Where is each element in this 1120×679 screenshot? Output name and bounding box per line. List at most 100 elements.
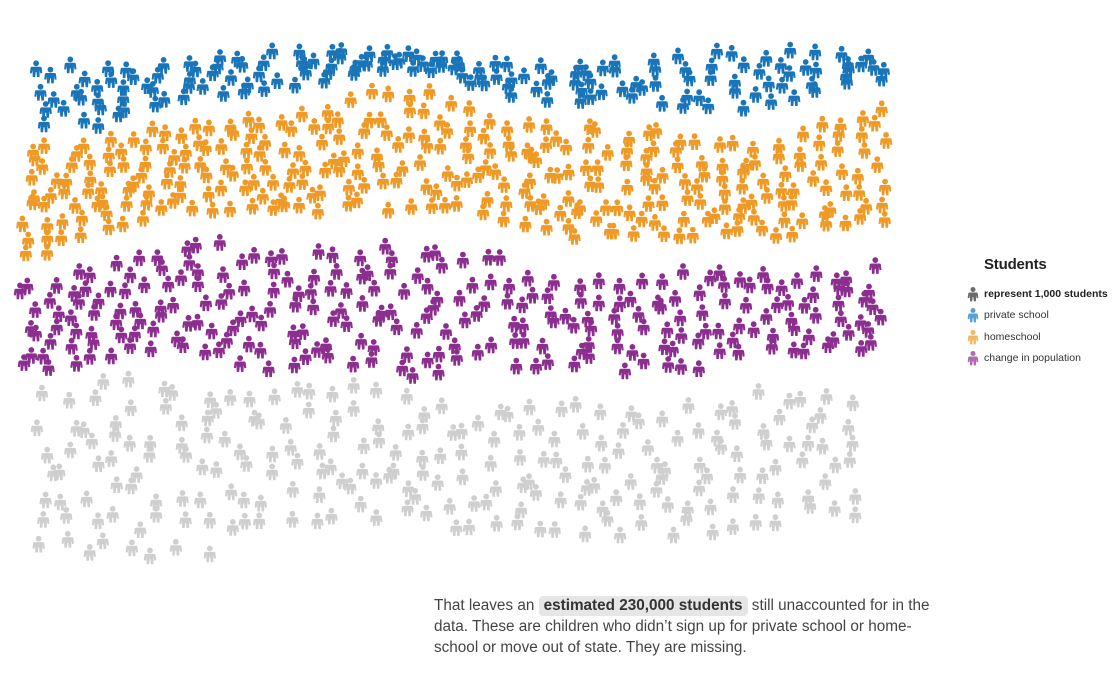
person-icon <box>736 177 749 195</box>
person-icon <box>567 316 580 334</box>
person-icon <box>610 489 623 506</box>
person-icon <box>808 43 822 61</box>
person-icon <box>816 437 829 455</box>
person-icon <box>288 76 302 94</box>
person-icon <box>562 163 575 181</box>
person-icon <box>675 327 688 344</box>
person-icon <box>224 69 238 86</box>
person-icon <box>389 444 402 461</box>
person-icon <box>779 165 792 182</box>
person-icon <box>417 102 430 120</box>
person-icon <box>562 190 575 207</box>
person-icon <box>65 337 78 355</box>
person-icon <box>794 390 807 408</box>
person-icon <box>283 176 296 193</box>
person-icon <box>329 409 342 427</box>
person-icon <box>55 229 68 246</box>
person-icon <box>846 394 859 412</box>
person-icon <box>661 321 674 339</box>
person-icon <box>266 42 279 60</box>
people-icons <box>13 41 893 565</box>
person-icon <box>149 505 163 523</box>
person-icon <box>673 227 686 245</box>
person-icon <box>245 305 259 323</box>
person-icon <box>484 454 497 472</box>
person-icon <box>296 323 309 340</box>
person-icon <box>402 126 416 143</box>
person-icon <box>410 321 423 339</box>
person-icon <box>835 163 849 180</box>
person-icon <box>541 91 554 108</box>
person-icon <box>368 279 381 297</box>
person-icon <box>490 514 503 532</box>
person-icon <box>226 519 239 536</box>
person-icon <box>483 112 496 130</box>
person-icon <box>662 356 675 373</box>
person-icon <box>692 360 705 377</box>
person-icon <box>693 89 706 106</box>
person-icon <box>356 462 369 480</box>
person-icon <box>144 340 157 358</box>
person-icon <box>554 491 567 509</box>
person-icon <box>760 187 774 204</box>
person-icon <box>762 75 775 93</box>
person-icon <box>418 128 431 146</box>
person-icon <box>252 116 266 134</box>
person-icon <box>136 209 150 227</box>
person-icon <box>595 434 608 452</box>
person-icon <box>382 85 395 103</box>
person-icon <box>656 194 669 211</box>
person-icon <box>397 282 411 300</box>
person-icon <box>262 360 275 378</box>
person-icon <box>34 83 47 101</box>
person-icon <box>626 344 639 361</box>
person-icon <box>450 519 463 537</box>
person-icon <box>416 464 430 481</box>
person-icon <box>203 545 216 563</box>
legend-item-homeschool: homeschool <box>962 326 1112 348</box>
person-icon <box>29 60 43 78</box>
person-icon <box>559 307 572 325</box>
person-icon <box>501 292 514 310</box>
person-icon <box>279 417 293 434</box>
person-icon <box>648 214 662 231</box>
person-icon <box>158 124 172 141</box>
person-icon <box>858 142 871 159</box>
person-icon <box>796 212 809 229</box>
person-icon <box>853 184 866 201</box>
person-icon <box>635 272 649 290</box>
person-icon <box>483 142 497 159</box>
person-icon <box>411 267 424 284</box>
person-icon <box>206 201 219 219</box>
person-icon <box>35 384 49 402</box>
person-icon <box>814 407 827 424</box>
person-icon <box>517 67 531 85</box>
person-icon <box>574 493 587 511</box>
person-icon <box>484 336 498 354</box>
person-icon <box>487 430 501 448</box>
person-icon <box>77 111 91 129</box>
person-icon <box>829 456 842 474</box>
person-icon <box>304 282 317 300</box>
person-icon <box>819 473 832 490</box>
person-icon <box>39 491 52 509</box>
person-icon <box>396 359 409 377</box>
person-icon <box>710 42 724 60</box>
person-icon <box>202 119 216 137</box>
person-icon <box>548 521 561 538</box>
person-icon <box>78 70 91 88</box>
person-icon <box>596 59 609 77</box>
person-icon <box>92 455 105 473</box>
person-icon <box>222 282 236 300</box>
person-icon <box>307 298 320 316</box>
person-icon <box>526 286 539 304</box>
person-icon <box>668 289 682 307</box>
person-icon <box>275 248 289 265</box>
person-icon <box>747 321 760 338</box>
person-icon <box>717 275 731 293</box>
person-icon <box>747 208 761 226</box>
person-icon <box>633 493 646 510</box>
person-icon <box>699 322 712 340</box>
person-icon <box>879 132 893 149</box>
person-icon <box>420 504 433 522</box>
